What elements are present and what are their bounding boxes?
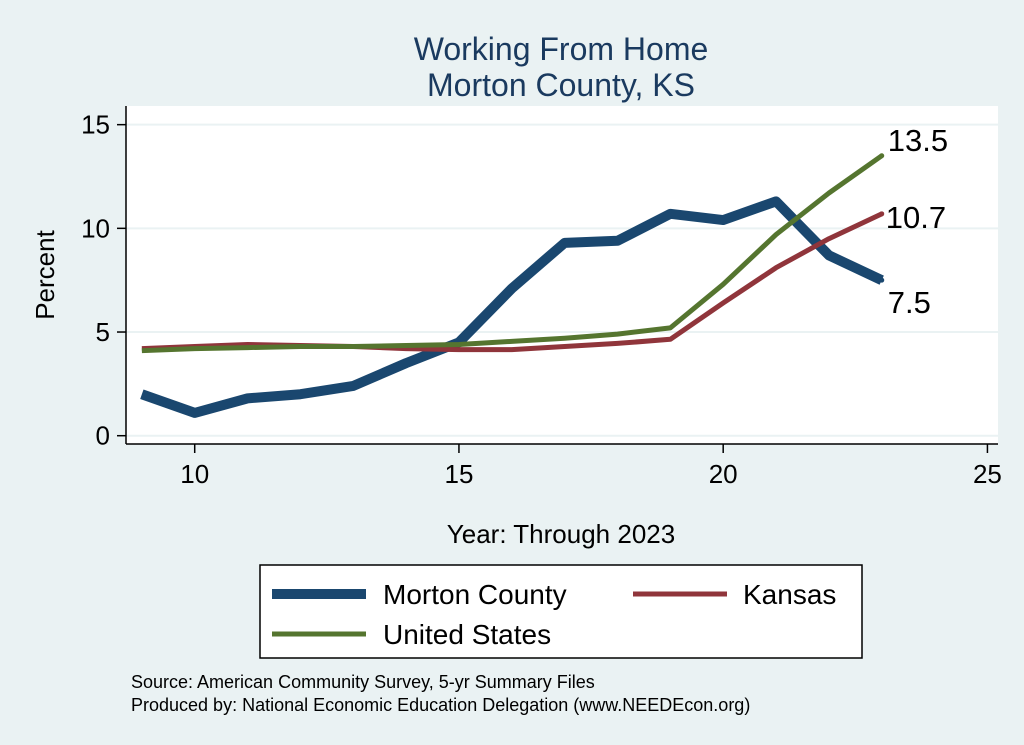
x-axis-title: Year: Through 2023 [447, 519, 675, 549]
plot-area [126, 106, 998, 444]
series-line-united-states [141, 153, 884, 354]
x-tick-label-10: 10 [180, 459, 209, 489]
x-tick-label-15: 15 [444, 459, 473, 489]
legend-label-united-states: United States [383, 619, 551, 650]
produced-by-note: Produced by: National Economic Education… [131, 695, 750, 715]
end-label-morton-county: 7.5 [888, 285, 931, 320]
legend-label-morton-county: Morton County [383, 579, 567, 610]
series-lines [140, 153, 885, 418]
y-tick-label-5: 5 [96, 317, 110, 347]
x-tick-label-25: 25 [973, 459, 1002, 489]
legend: Morton County Kansas United States [259, 564, 863, 659]
legend-label-kansas: Kansas [743, 579, 836, 610]
legend-box [259, 564, 863, 659]
chart-title-line-1: Working From Home [414, 31, 709, 67]
end-point-kansas [879, 211, 885, 217]
end-label-kansas: 10.7 [886, 200, 946, 235]
y-tick-label-10: 10 [81, 213, 110, 243]
end-point-united-states [879, 153, 885, 159]
x-tick-label-20: 20 [709, 459, 738, 489]
end-point-morton-county [879, 277, 885, 283]
series-line-morton-county [140, 196, 884, 418]
y-axis-title: Percent [30, 229, 60, 319]
end-labels: 7.5 10.7 13.5 [886, 123, 948, 320]
chart-title-line-2: Morton County, KS [427, 67, 695, 103]
source-note: Source: American Community Survey, 5-yr … [131, 672, 595, 692]
axes: 0 5 10 15 10 15 20 25 [81, 106, 1002, 489]
y-tick-label-15: 15 [81, 110, 110, 140]
end-label-united-states: 13.5 [888, 123, 948, 158]
y-tick-label-0: 0 [96, 421, 110, 451]
